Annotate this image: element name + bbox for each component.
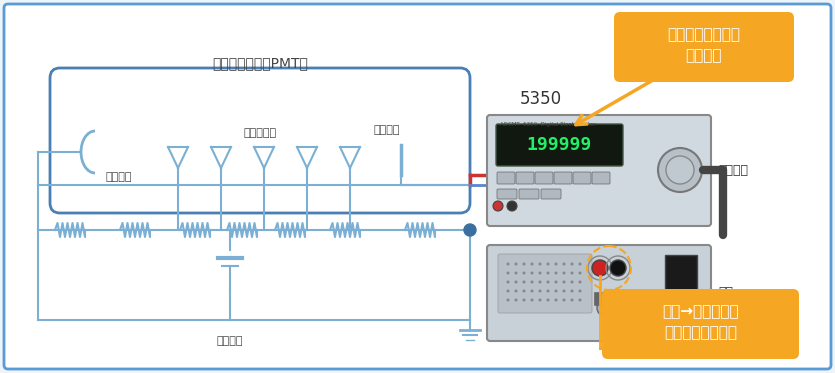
- Text: 高圧電源: 高圧電源: [217, 336, 243, 346]
- Circle shape: [507, 201, 517, 211]
- Circle shape: [579, 263, 581, 266]
- Circle shape: [523, 280, 525, 283]
- Circle shape: [563, 289, 565, 292]
- Text: 199999: 199999: [527, 136, 592, 154]
- FancyBboxPatch shape: [614, 12, 794, 82]
- Text: デジタル変換して: デジタル変換して: [667, 28, 741, 43]
- Circle shape: [507, 263, 509, 266]
- Circle shape: [539, 289, 542, 292]
- Circle shape: [464, 224, 476, 236]
- Circle shape: [546, 272, 549, 275]
- Circle shape: [546, 280, 549, 283]
- Circle shape: [658, 148, 702, 192]
- Circle shape: [579, 298, 581, 301]
- Circle shape: [539, 272, 542, 275]
- Text: ADCMT  5350  Digital Electrometer: ADCMT 5350 Digital Electrometer: [500, 122, 595, 127]
- Circle shape: [514, 298, 518, 301]
- Circle shape: [563, 298, 565, 301]
- Circle shape: [610, 260, 626, 276]
- Circle shape: [539, 280, 542, 283]
- Circle shape: [546, 263, 549, 266]
- Circle shape: [523, 263, 525, 266]
- Circle shape: [523, 298, 525, 301]
- Circle shape: [507, 272, 509, 275]
- FancyBboxPatch shape: [496, 124, 623, 166]
- FancyBboxPatch shape: [665, 255, 697, 292]
- Circle shape: [523, 272, 525, 275]
- FancyBboxPatch shape: [497, 172, 515, 184]
- Circle shape: [554, 280, 558, 283]
- Circle shape: [570, 298, 574, 301]
- FancyBboxPatch shape: [573, 172, 591, 184]
- Circle shape: [530, 280, 534, 283]
- Circle shape: [530, 263, 534, 266]
- Circle shape: [579, 280, 581, 283]
- Circle shape: [554, 289, 558, 292]
- Circle shape: [507, 298, 509, 301]
- FancyBboxPatch shape: [4, 4, 831, 369]
- Text: 5350: 5350: [520, 90, 562, 108]
- Text: してアナログ出力: してアナログ出力: [664, 326, 737, 341]
- Text: 光電子増倍管（PMT）: 光電子増倍管（PMT）: [212, 56, 308, 70]
- Circle shape: [622, 300, 638, 316]
- Circle shape: [554, 298, 558, 301]
- Circle shape: [514, 289, 518, 292]
- Circle shape: [546, 298, 549, 301]
- FancyBboxPatch shape: [592, 172, 610, 184]
- Circle shape: [530, 298, 534, 301]
- Circle shape: [507, 289, 509, 292]
- FancyBboxPatch shape: [487, 115, 711, 226]
- Circle shape: [570, 263, 574, 266]
- Circle shape: [493, 201, 503, 211]
- Text: 電流測定: 電流測定: [686, 48, 722, 63]
- FancyBboxPatch shape: [535, 172, 553, 184]
- Circle shape: [539, 298, 542, 301]
- Circle shape: [546, 289, 549, 292]
- Circle shape: [563, 272, 565, 275]
- Circle shape: [570, 280, 574, 283]
- FancyBboxPatch shape: [554, 172, 572, 184]
- FancyBboxPatch shape: [498, 254, 592, 313]
- FancyBboxPatch shape: [595, 292, 604, 305]
- FancyBboxPatch shape: [644, 295, 680, 319]
- Circle shape: [666, 156, 694, 184]
- Circle shape: [523, 289, 525, 292]
- Text: アノード: アノード: [373, 125, 400, 135]
- Circle shape: [514, 280, 518, 283]
- FancyBboxPatch shape: [541, 189, 561, 199]
- Circle shape: [507, 280, 509, 283]
- Circle shape: [570, 289, 574, 292]
- FancyBboxPatch shape: [516, 172, 534, 184]
- Circle shape: [597, 300, 613, 316]
- Circle shape: [530, 289, 534, 292]
- Circle shape: [563, 280, 565, 283]
- FancyBboxPatch shape: [497, 189, 517, 199]
- FancyBboxPatch shape: [50, 68, 470, 213]
- Text: フロント: フロント: [718, 164, 748, 177]
- Text: ダイノード: ダイノード: [244, 128, 276, 138]
- Circle shape: [570, 272, 574, 275]
- Circle shape: [539, 263, 542, 266]
- Text: リア: リア: [718, 286, 733, 300]
- Circle shape: [514, 263, 518, 266]
- Text: カソード: カソード: [105, 172, 131, 182]
- Circle shape: [592, 260, 608, 276]
- Circle shape: [563, 263, 565, 266]
- Circle shape: [530, 272, 534, 275]
- Circle shape: [579, 272, 581, 275]
- Text: 電流→電圧に変換: 電流→電圧に変換: [662, 304, 739, 320]
- Circle shape: [579, 289, 581, 292]
- FancyBboxPatch shape: [487, 245, 711, 341]
- Circle shape: [514, 272, 518, 275]
- FancyBboxPatch shape: [519, 189, 539, 199]
- Circle shape: [554, 272, 558, 275]
- FancyBboxPatch shape: [602, 289, 799, 359]
- Circle shape: [554, 263, 558, 266]
